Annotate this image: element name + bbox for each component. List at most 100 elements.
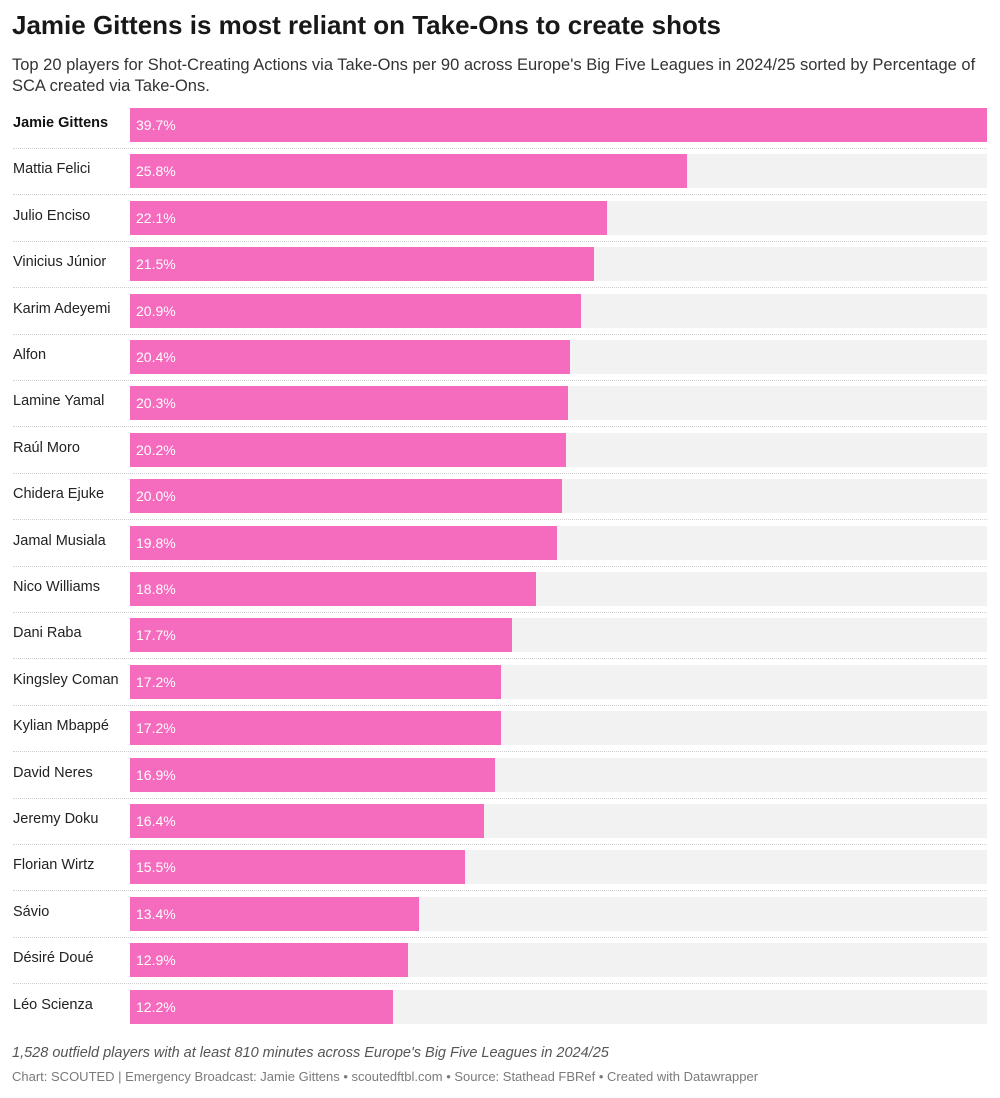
category-label: Léo Scienza bbox=[13, 996, 93, 1013]
bar-value-label: 15.5% bbox=[136, 859, 176, 876]
category-label: Jamie Gittens bbox=[13, 115, 109, 131]
bar-value-label: 20.3% bbox=[136, 395, 176, 412]
category-label: Nico Williams bbox=[13, 579, 100, 595]
bar bbox=[130, 525, 558, 560]
bar bbox=[130, 711, 502, 746]
row-divider bbox=[13, 240, 987, 242]
bar bbox=[130, 386, 569, 421]
category-label: Sávio bbox=[13, 903, 50, 920]
bar-row: Désiré Doué 12.9% bbox=[0, 941, 1000, 987]
bar-value-label: 17.7% bbox=[136, 627, 176, 644]
row-divider bbox=[13, 519, 987, 521]
bar bbox=[130, 479, 562, 514]
bar bbox=[130, 850, 465, 885]
bar bbox=[130, 154, 687, 189]
row-divider bbox=[13, 936, 987, 938]
bar-value-label: 16.4% bbox=[136, 813, 176, 829]
bar bbox=[130, 432, 567, 467]
chart-title: Jamie Gittens is most reliant on Take-On… bbox=[12, 10, 721, 40]
category-label: David Neres bbox=[13, 764, 93, 781]
bar-value-label: 20.2% bbox=[136, 441, 176, 458]
row-divider bbox=[13, 565, 987, 567]
bar-row: Dani Raba 17.7% bbox=[0, 616, 1000, 662]
category-label: Vinicius Júnior bbox=[13, 254, 107, 271]
category-label: Jeremy Doku bbox=[13, 811, 99, 827]
bar-row: Jamie Gittens 39.7% bbox=[0, 106, 1000, 152]
bar bbox=[130, 108, 987, 142]
bar bbox=[130, 293, 582, 328]
bar-row: Sávio 13.4% bbox=[0, 895, 1000, 941]
bar bbox=[130, 989, 394, 1024]
row-divider bbox=[13, 380, 987, 381]
bar-value-label: 12.2% bbox=[136, 998, 176, 1015]
row-divider bbox=[13, 658, 987, 660]
row-divider bbox=[13, 890, 987, 892]
bar bbox=[130, 896, 420, 931]
row-divider bbox=[13, 983, 987, 985]
bar-value-label: 18.8% bbox=[136, 581, 176, 597]
row-divider bbox=[13, 333, 987, 335]
bar-value-label: 20.9% bbox=[136, 302, 176, 319]
bar-value-label: 20.4% bbox=[136, 349, 176, 365]
category-label: Kylian Mbappé bbox=[13, 718, 109, 735]
bar-row: Alfon 20.4% bbox=[0, 338, 1000, 384]
category-label: Florian Wirtz bbox=[13, 857, 95, 874]
bar-value-label: 25.8% bbox=[136, 163, 176, 180]
bar bbox=[130, 572, 536, 606]
category-label: Julio Enciso bbox=[13, 207, 91, 224]
bar bbox=[130, 804, 485, 838]
row-divider bbox=[13, 751, 987, 753]
bar-row: Nico Williams 18.8% bbox=[0, 570, 1000, 616]
row-divider bbox=[13, 844, 987, 845]
bar-row: Jeremy Doku 16.4% bbox=[0, 802, 1000, 848]
category-label: Karim Adeyemi bbox=[13, 300, 111, 317]
bar-value-label: 17.2% bbox=[136, 720, 176, 737]
bar-value-label: 20.0% bbox=[136, 488, 176, 505]
category-label: Chidera Ejuke bbox=[13, 486, 105, 503]
category-label: Lamine Yamal bbox=[13, 393, 105, 410]
row-divider bbox=[13, 426, 987, 428]
bar-row: Léo Scienza 12.2% bbox=[0, 988, 1000, 1034]
category-label: Alfon bbox=[13, 347, 47, 363]
category-label: Kingsley Coman bbox=[13, 671, 119, 688]
row-divider bbox=[13, 287, 987, 289]
bar bbox=[130, 757, 495, 792]
chart-notes: 1,528 outfield players with at least 810… bbox=[12, 1045, 609, 1061]
bar-value-label: 19.8% bbox=[136, 534, 176, 551]
bar-value-label: 16.9% bbox=[136, 766, 176, 783]
bar bbox=[130, 247, 595, 282]
row-divider bbox=[13, 194, 987, 196]
bar-row: Kingsley Coman 17.2% bbox=[0, 663, 1000, 709]
bar bbox=[130, 200, 608, 235]
row-divider bbox=[13, 797, 987, 799]
bar bbox=[130, 943, 409, 978]
row-divider bbox=[13, 612, 987, 613]
category-label: Jamal Musiala bbox=[13, 532, 106, 549]
bar-value-label: 21.5% bbox=[136, 256, 176, 273]
bar-row: Julio Enciso 22.1% bbox=[0, 199, 1000, 245]
bar-row: Karim Adeyemi 20.9% bbox=[0, 292, 1000, 338]
bar bbox=[130, 618, 513, 653]
bar bbox=[130, 664, 502, 699]
bar-row: David Neres 16.9% bbox=[0, 756, 1000, 802]
bar-value-label: 12.9% bbox=[136, 952, 176, 969]
chart-subtitle: Top 20 players for Shot-Creating Actions… bbox=[12, 56, 976, 95]
category-label: Raúl Moro bbox=[13, 439, 80, 456]
bar-row: Jamal Musiala 19.8% bbox=[0, 524, 1000, 570]
bar-value-label: 13.4% bbox=[136, 905, 176, 922]
bar-row: Chidera Ejuke 20.0% bbox=[0, 477, 1000, 523]
bar-value-label: 17.2% bbox=[136, 673, 176, 690]
chart-credits: Chart: SCOUTED | Emergency Broadcast: Ja… bbox=[12, 1069, 759, 1084]
bar-row: Raúl Moro 20.2% bbox=[0, 431, 1000, 477]
bar-value-label: 22.1% bbox=[136, 209, 176, 226]
bar-row: Lamine Yamal 20.3% bbox=[0, 384, 1000, 430]
row-divider bbox=[13, 472, 987, 474]
bar bbox=[130, 340, 571, 374]
bar-row: Vinicius Júnior 21.5% bbox=[0, 245, 1000, 291]
bar-value-label: 39.7% bbox=[136, 117, 176, 133]
bar-row: Kylian Mbappé 17.2% bbox=[0, 709, 1000, 755]
bar-row: Florian Wirtz 15.5% bbox=[0, 848, 1000, 894]
bar-row: Mattia Felici 25.8% bbox=[0, 152, 1000, 198]
category-label: Dani Raba bbox=[13, 625, 82, 642]
row-divider bbox=[13, 148, 987, 149]
